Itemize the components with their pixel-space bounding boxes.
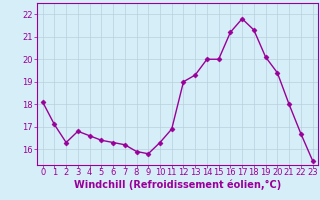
X-axis label: Windchill (Refroidissement éolien,°C): Windchill (Refroidissement éolien,°C) bbox=[74, 180, 281, 190]
